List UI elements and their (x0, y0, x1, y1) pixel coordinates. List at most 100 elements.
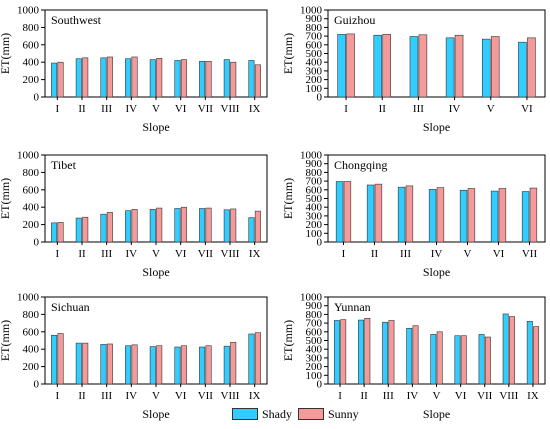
bar-shady-VI (174, 346, 181, 385)
y-tick-label: 200 (306, 219, 323, 231)
x-axis-label: Slope (423, 407, 450, 421)
y-tick-label: 1000 (300, 292, 323, 304)
y-tick-label: 0 (34, 237, 40, 249)
bar-shady-II (75, 342, 82, 385)
x-tick-label: IV (126, 103, 138, 115)
x-tick-label: IV (126, 248, 138, 260)
bar-shady-V (459, 189, 468, 243)
x-tick-label: IV (449, 103, 461, 115)
bar-sunny-V (467, 188, 476, 243)
x-tick-label: VII (198, 103, 214, 115)
bar-shady-IV (428, 189, 437, 243)
bar-shady-IX (248, 60, 255, 98)
legend-item-sunny: Sunny (298, 407, 359, 422)
y-tick-label: 400 (306, 202, 323, 214)
x-tick-label: VI (175, 103, 187, 115)
bar-sunny-IV (454, 34, 464, 98)
bar-shady-VIII (223, 209, 230, 243)
bar-shady-IX (248, 217, 255, 243)
y-tick-label: 700 (306, 318, 323, 330)
bar-sunny-II (374, 183, 383, 243)
bar-sunny-VII (529, 187, 538, 243)
bar-sunny-II (364, 318, 371, 385)
x-tick-label: VIII (221, 390, 240, 402)
y-tick-label: 700 (306, 176, 323, 188)
x-tick-label: VI (493, 248, 505, 260)
y-tick-label: 600 (23, 326, 40, 338)
bar-sunny-VI (180, 59, 187, 98)
bar-sunny-II (82, 57, 89, 98)
bar-sunny-VIII (509, 316, 515, 385)
bar-sunny-I (340, 319, 347, 385)
y-tick-label: 200 (23, 74, 40, 86)
y-tick-label: 300 (306, 210, 323, 222)
bar-shady-IV (125, 210, 132, 243)
x-tick-label: IX (249, 248, 261, 260)
bar-sunny-III (405, 185, 414, 243)
bar-sunny-IX (254, 210, 261, 243)
bar-shady-VII (199, 208, 206, 243)
x-tick-label: IX (249, 390, 261, 402)
y-axis-label: ET(mm) (281, 33, 295, 74)
y-tick-label: 1000 (17, 5, 40, 17)
bar-shady-I (51, 334, 58, 385)
x-tick-label: I (55, 248, 59, 260)
x-axis-label: Slope (142, 407, 169, 421)
bar-shady-IV (125, 345, 132, 385)
bar-shady-VII (199, 346, 206, 385)
x-tick-label: IX (249, 103, 261, 115)
y-tick-label: 900 (306, 13, 323, 25)
bar-sunny-II (82, 216, 89, 243)
x-axis-label: Slope (142, 120, 169, 134)
bar-sunny-VI (180, 345, 187, 385)
bar-shady-IV (406, 328, 413, 385)
y-tick-label: 1000 (300, 150, 323, 162)
x-tick-label: II (78, 390, 86, 402)
bar-shady-V (149, 209, 156, 243)
bar-shady-V (430, 334, 437, 385)
bar-sunny-VIII (230, 208, 237, 243)
x-tick-label: V (152, 248, 160, 260)
bar-shady-III (100, 57, 107, 98)
bar-sunny-I (343, 181, 352, 243)
x-tick-label: VII (198, 248, 214, 260)
panel-title: Chongqing (334, 158, 387, 172)
panel-title: Southwest (51, 13, 102, 27)
bar-shady-VII (478, 334, 485, 385)
y-tick-label: 800 (306, 167, 323, 179)
y-tick-label: 600 (306, 184, 323, 196)
x-tick-label: V (152, 103, 160, 115)
bar-shady-II (75, 58, 82, 98)
legend-label-sunny: Sunny (328, 406, 359, 421)
x-tick-label: VIII (221, 248, 240, 260)
bar-shady-VIII (223, 345, 230, 385)
x-tick-label: II (78, 103, 86, 115)
bar-sunny-IV (131, 344, 138, 385)
x-tick-label: III (383, 390, 394, 402)
y-tick-label: 0 (34, 379, 40, 391)
x-tick-label: VII (477, 390, 493, 402)
bar-shady-I (51, 62, 58, 98)
bar-sunny-IV (131, 56, 138, 98)
y-tick-label: 600 (306, 326, 323, 338)
y-tick-label: 400 (23, 344, 40, 356)
bar-sunny-IV (131, 209, 138, 243)
y-tick-label: 200 (23, 361, 40, 373)
x-tick-label: III (400, 248, 411, 260)
x-tick-label: VI (175, 248, 187, 260)
bar-sunny-I (57, 333, 64, 385)
y-tick-label: 0 (317, 379, 323, 391)
bar-sunny-VI (527, 37, 536, 98)
panel-title: Yunnan (334, 300, 371, 314)
bar-sunny-V (436, 331, 443, 385)
y-tick-label: 200 (306, 74, 323, 86)
bar-sunny-V (490, 36, 500, 98)
y-tick-label: 1000 (17, 150, 40, 162)
bar-shady-I (335, 181, 344, 243)
bar-sunny-VI (180, 206, 187, 243)
